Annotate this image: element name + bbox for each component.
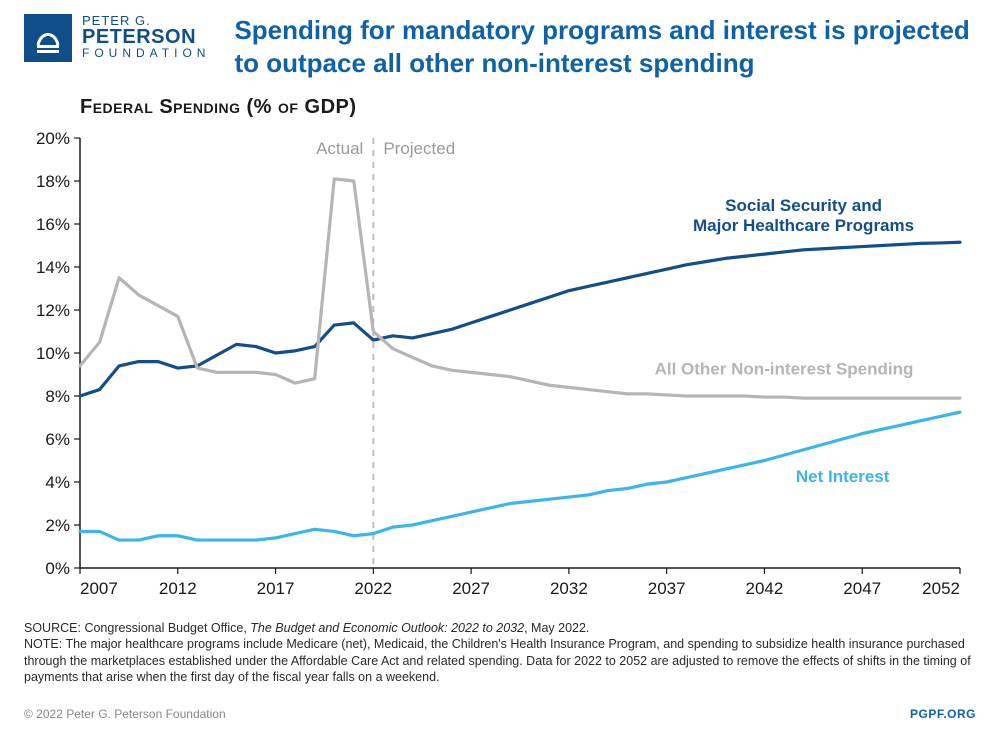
logo-icon bbox=[24, 14, 72, 62]
svg-text:2012: 2012 bbox=[159, 579, 197, 598]
svg-text:18%: 18% bbox=[36, 172, 70, 191]
logo-line2: PETERSON bbox=[82, 27, 210, 47]
svg-text:2027: 2027 bbox=[452, 579, 490, 598]
note-text: The major healthcare programs include Me… bbox=[24, 637, 971, 684]
logo-line3: FOUNDATION bbox=[82, 47, 210, 59]
site-link[interactable]: PGPF.ORG bbox=[910, 707, 976, 721]
line-chart: 0% 2% 4% 6% 8% 10% 12% 14% 16% 18% 20% 2007 2012 2017… bbox=[30, 128, 970, 608]
footer: © 2022 Peter G. Peterson Foundation PGPF… bbox=[24, 707, 976, 721]
svg-text:Net Interest: Net Interest bbox=[796, 467, 890, 486]
source-text: Congressional Budget Office, bbox=[84, 621, 250, 635]
page-root: PETER G. PETERSON FOUNDATION Spending fo… bbox=[0, 0, 1000, 731]
svg-text:10%: 10% bbox=[36, 344, 70, 363]
svg-text:2007: 2007 bbox=[80, 579, 118, 598]
svg-text:2047: 2047 bbox=[843, 579, 881, 598]
source-italic: The Budget and Economic Outlook: 2022 to… bbox=[250, 621, 524, 635]
svg-text:2017: 2017 bbox=[257, 579, 295, 598]
svg-text:Projected: Projected bbox=[383, 139, 455, 158]
svg-text:All Other Non-interest Spendin: All Other Non-interest Spending bbox=[655, 360, 914, 379]
copyright: © 2022 Peter G. Peterson Foundation bbox=[24, 707, 226, 721]
chart-subtitle: Federal Spending (% of GDP) bbox=[80, 96, 357, 119]
svg-text:0%: 0% bbox=[45, 559, 70, 578]
logo-block: PETER G. PETERSON FOUNDATION bbox=[24, 14, 210, 62]
page-title: Spending for mandatory programs and inte… bbox=[234, 14, 974, 79]
note-label: NOTE: bbox=[24, 637, 65, 651]
note-line: NOTE: The major healthcare programs incl… bbox=[24, 636, 976, 685]
svg-text:2032: 2032 bbox=[550, 579, 588, 598]
svg-text:6%: 6% bbox=[45, 430, 70, 449]
source-line: SOURCE: Congressional Budget Office, The… bbox=[24, 620, 976, 636]
svg-text:2042: 2042 bbox=[746, 579, 784, 598]
svg-text:Social Security and: Social Security and bbox=[725, 196, 882, 215]
svg-text:14%: 14% bbox=[36, 258, 70, 277]
svg-text:2%: 2% bbox=[45, 516, 70, 535]
svg-text:16%: 16% bbox=[36, 215, 70, 234]
logo-text: PETER G. PETERSON FOUNDATION bbox=[82, 14, 210, 59]
svg-text:20%: 20% bbox=[36, 129, 70, 148]
svg-text:2052: 2052 bbox=[922, 579, 960, 598]
svg-text:Major Healthcare Programs: Major Healthcare Programs bbox=[693, 216, 914, 235]
svg-text:8%: 8% bbox=[45, 387, 70, 406]
svg-text:4%: 4% bbox=[45, 473, 70, 492]
svg-text:2022: 2022 bbox=[354, 579, 392, 598]
source-tail: , May 2022. bbox=[524, 621, 589, 635]
notes-block: SOURCE: Congressional Budget Office, The… bbox=[24, 620, 976, 685]
header: PETER G. PETERSON FOUNDATION Spending fo… bbox=[24, 14, 976, 79]
svg-text:12%: 12% bbox=[36, 301, 70, 320]
chart-container: 0% 2% 4% 6% 8% 10% 12% 14% 16% 18% 20% 2007 2012 2017… bbox=[30, 128, 970, 608]
svg-text:2037: 2037 bbox=[648, 579, 686, 598]
source-label: SOURCE: bbox=[24, 621, 84, 635]
svg-text:Actual: Actual bbox=[316, 139, 363, 158]
